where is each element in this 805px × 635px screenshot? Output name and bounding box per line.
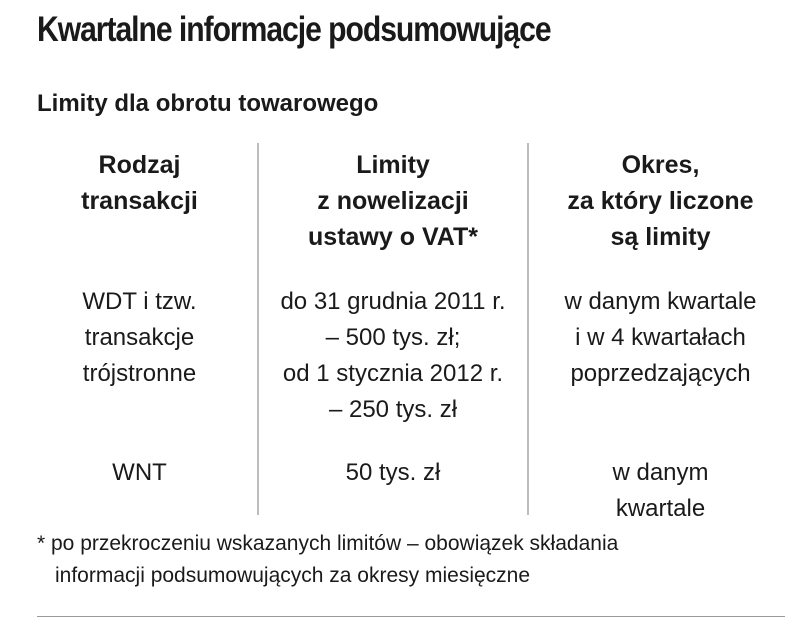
header-line: ustawy o VAT* xyxy=(308,223,478,251)
cell-line: WNT xyxy=(112,459,167,486)
column-limits: Limity z nowelizacji ustawy o VAT* do 31… xyxy=(258,143,528,518)
column-header-limits: Limity z nowelizacji ustawy o VAT* xyxy=(258,147,528,255)
table-cell: w danym kwartale xyxy=(529,455,792,527)
table-cell: do 31 grudnia 2011 r. – 500 tys. zł; od … xyxy=(258,284,528,428)
cell-line: do 31 grudnia 2011 r. xyxy=(280,288,506,315)
header-line: Rodzaj xyxy=(98,151,181,179)
bottom-rule xyxy=(37,616,785,617)
footnote-line: * po przekroczeniu wskazanych limitów – … xyxy=(37,532,619,555)
cell-line: kwartale xyxy=(615,495,706,522)
table-subtitle: Limity dla obrotu towarowego xyxy=(37,90,379,117)
table-cell: WDT i tzw. transakcje trójstronne xyxy=(22,284,257,392)
column-divider xyxy=(257,143,259,515)
footnote: * po przekroczeniu wskazanych limitów – … xyxy=(37,528,618,592)
table-cell: 50 tys. zł xyxy=(258,455,528,491)
footnote-line: informacji podsumowujących za okresy mie… xyxy=(55,564,531,587)
header-line: Okres, xyxy=(621,151,700,179)
table-cell: WNT xyxy=(22,455,257,491)
header-line: transakcji xyxy=(81,187,198,215)
cell-line: – 250 tys. zł xyxy=(328,396,458,423)
column-transaction-type: Rodzaj transakcji WDT i tzw. transakcje … xyxy=(22,143,257,518)
cell-line: – 500 tys. zł; xyxy=(325,324,461,351)
cell-line: w danym xyxy=(612,459,709,486)
header-line: Limity xyxy=(356,151,430,179)
cell-line: trójstronne xyxy=(82,360,197,387)
cell-line: i w 4 kwartałach xyxy=(575,324,746,351)
page-title: Kwartalne informacje podsumowujące xyxy=(37,10,552,49)
cell-line: WDT i tzw. xyxy=(82,288,197,315)
column-header-period: Okres, za który liczone są limity xyxy=(529,147,792,255)
cell-line: transakcje xyxy=(84,324,195,351)
header-line: są limity xyxy=(610,223,711,251)
cell-line: od 1 stycznia 2012 r. xyxy=(282,360,504,387)
header-line: z nowelizacji xyxy=(317,187,469,215)
column-period: Okres, za który liczone są limity w dany… xyxy=(529,143,792,522)
column-divider xyxy=(527,143,529,515)
column-header-transaction-type: Rodzaj transakcji xyxy=(22,147,257,219)
limits-table: Rodzaj transakcji WDT i tzw. transakcje … xyxy=(22,143,792,522)
cell-line: poprzedzających xyxy=(570,360,751,387)
table-cell: w danym kwartale i w 4 kwartałach poprze… xyxy=(529,284,792,392)
cell-line: 50 tys. zł xyxy=(345,459,441,486)
header-line: za który liczone xyxy=(567,187,754,215)
cell-line: w danym kwartale xyxy=(564,288,757,315)
